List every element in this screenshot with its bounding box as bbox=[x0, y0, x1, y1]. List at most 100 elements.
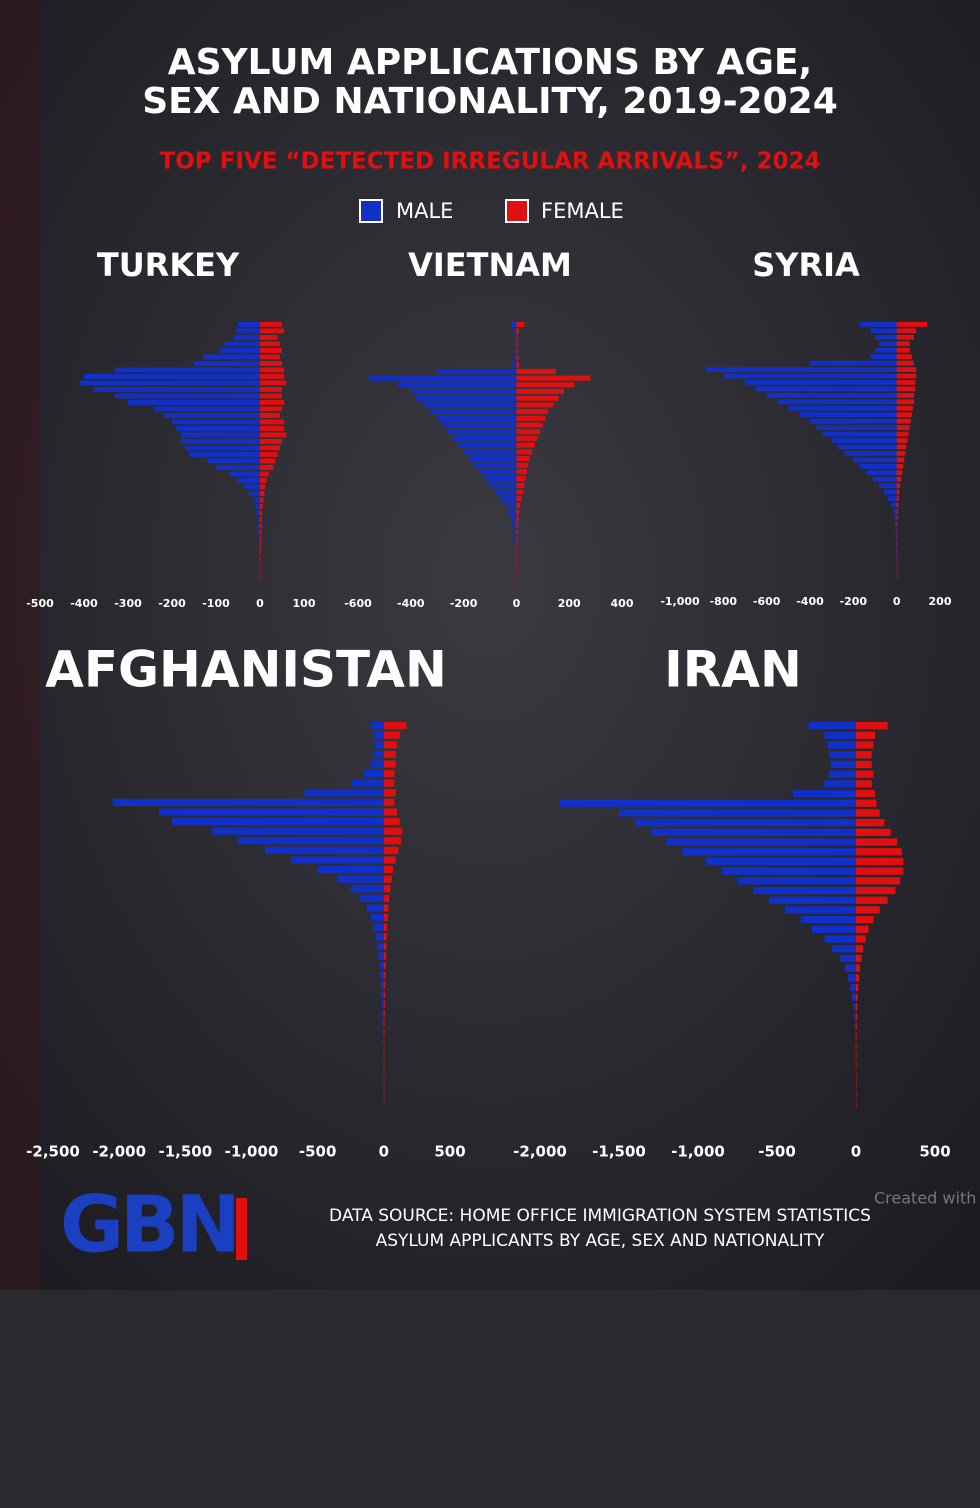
x-tick-label: -200 bbox=[840, 595, 868, 608]
bar bbox=[682, 848, 856, 856]
source-line: DATA SOURCE: HOME OFFICE IMMIGRATION SYS… bbox=[329, 1206, 871, 1226]
bar bbox=[516, 435, 538, 441]
bar bbox=[447, 429, 517, 435]
bar bbox=[879, 483, 897, 489]
x-tick-label: -1,000 bbox=[671, 1143, 725, 1161]
bar bbox=[856, 780, 872, 788]
bar bbox=[383, 894, 390, 902]
bar bbox=[158, 808, 384, 816]
bar bbox=[875, 347, 897, 353]
bar bbox=[777, 399, 897, 405]
bar bbox=[840, 954, 856, 963]
bar bbox=[260, 478, 267, 483]
bar bbox=[856, 1003, 858, 1011]
bar bbox=[381, 990, 384, 998]
bar bbox=[896, 573, 898, 579]
bar bbox=[634, 819, 856, 827]
bar bbox=[896, 541, 898, 547]
bar bbox=[856, 925, 869, 933]
bar bbox=[516, 409, 549, 415]
bar bbox=[848, 974, 856, 982]
bar bbox=[723, 373, 897, 379]
bar bbox=[516, 368, 556, 374]
bar bbox=[856, 828, 891, 836]
bar bbox=[373, 750, 384, 758]
bar bbox=[114, 393, 260, 399]
bar bbox=[383, 1086, 385, 1094]
source-line: ASYLUM APPLICANTS BY AGE, SEX AND NATION… bbox=[376, 1231, 825, 1251]
bar bbox=[363, 770, 384, 778]
bar bbox=[896, 470, 903, 476]
bar bbox=[516, 476, 526, 482]
bar bbox=[856, 741, 874, 749]
bar bbox=[856, 983, 859, 992]
bar bbox=[856, 1080, 857, 1089]
bar bbox=[896, 509, 898, 514]
bar bbox=[383, 837, 402, 845]
bar bbox=[504, 502, 517, 508]
bar bbox=[896, 483, 900, 489]
bar bbox=[810, 418, 897, 424]
bar bbox=[516, 422, 543, 428]
bar bbox=[856, 731, 875, 739]
bar bbox=[368, 375, 517, 381]
bar bbox=[260, 387, 282, 392]
bar bbox=[383, 1058, 384, 1066]
bar bbox=[259, 549, 260, 555]
bar bbox=[896, 567, 898, 572]
bar bbox=[829, 770, 856, 778]
bar bbox=[895, 541, 897, 547]
chart-title: TURKEY bbox=[97, 246, 240, 284]
bar bbox=[383, 875, 392, 883]
bar bbox=[514, 348, 517, 354]
bar bbox=[516, 342, 518, 348]
bar bbox=[859, 322, 897, 327]
background-lower bbox=[0, 1290, 980, 1508]
bar bbox=[896, 425, 910, 431]
bar bbox=[383, 1000, 385, 1008]
bar bbox=[896, 418, 911, 424]
bar bbox=[381, 1000, 384, 1008]
bar bbox=[260, 335, 278, 340]
bar bbox=[229, 471, 260, 477]
bar bbox=[382, 1010, 384, 1018]
bar bbox=[260, 374, 285, 379]
bar bbox=[383, 1029, 385, 1037]
bar bbox=[516, 462, 529, 468]
bar bbox=[856, 770, 874, 778]
bar bbox=[259, 569, 261, 574]
bar bbox=[516, 543, 518, 549]
bar bbox=[516, 328, 520, 334]
bar bbox=[397, 382, 517, 388]
bar bbox=[894, 521, 897, 527]
bar bbox=[258, 536, 260, 542]
bar bbox=[224, 341, 260, 347]
bar bbox=[194, 361, 260, 366]
bar bbox=[260, 510, 263, 516]
bar bbox=[896, 560, 897, 566]
bar bbox=[515, 569, 517, 575]
x-tick-label: 500 bbox=[434, 1143, 465, 1161]
bar bbox=[856, 809, 880, 817]
bar bbox=[896, 438, 908, 443]
bar bbox=[377, 942, 384, 950]
bar bbox=[264, 846, 384, 854]
bar bbox=[856, 760, 872, 769]
bar bbox=[896, 528, 898, 534]
bar bbox=[824, 731, 856, 739]
bar bbox=[883, 489, 897, 495]
bar bbox=[474, 462, 517, 468]
bar bbox=[853, 457, 897, 463]
x-tick-label: -400 bbox=[796, 595, 824, 608]
bar bbox=[516, 509, 520, 515]
bar bbox=[516, 536, 518, 542]
bar bbox=[850, 983, 856, 992]
bar bbox=[383, 962, 386, 970]
bar bbox=[896, 547, 897, 553]
bar bbox=[516, 415, 546, 421]
bar bbox=[856, 886, 896, 895]
bar bbox=[180, 439, 260, 444]
bar bbox=[516, 456, 530, 462]
bar bbox=[516, 583, 517, 589]
